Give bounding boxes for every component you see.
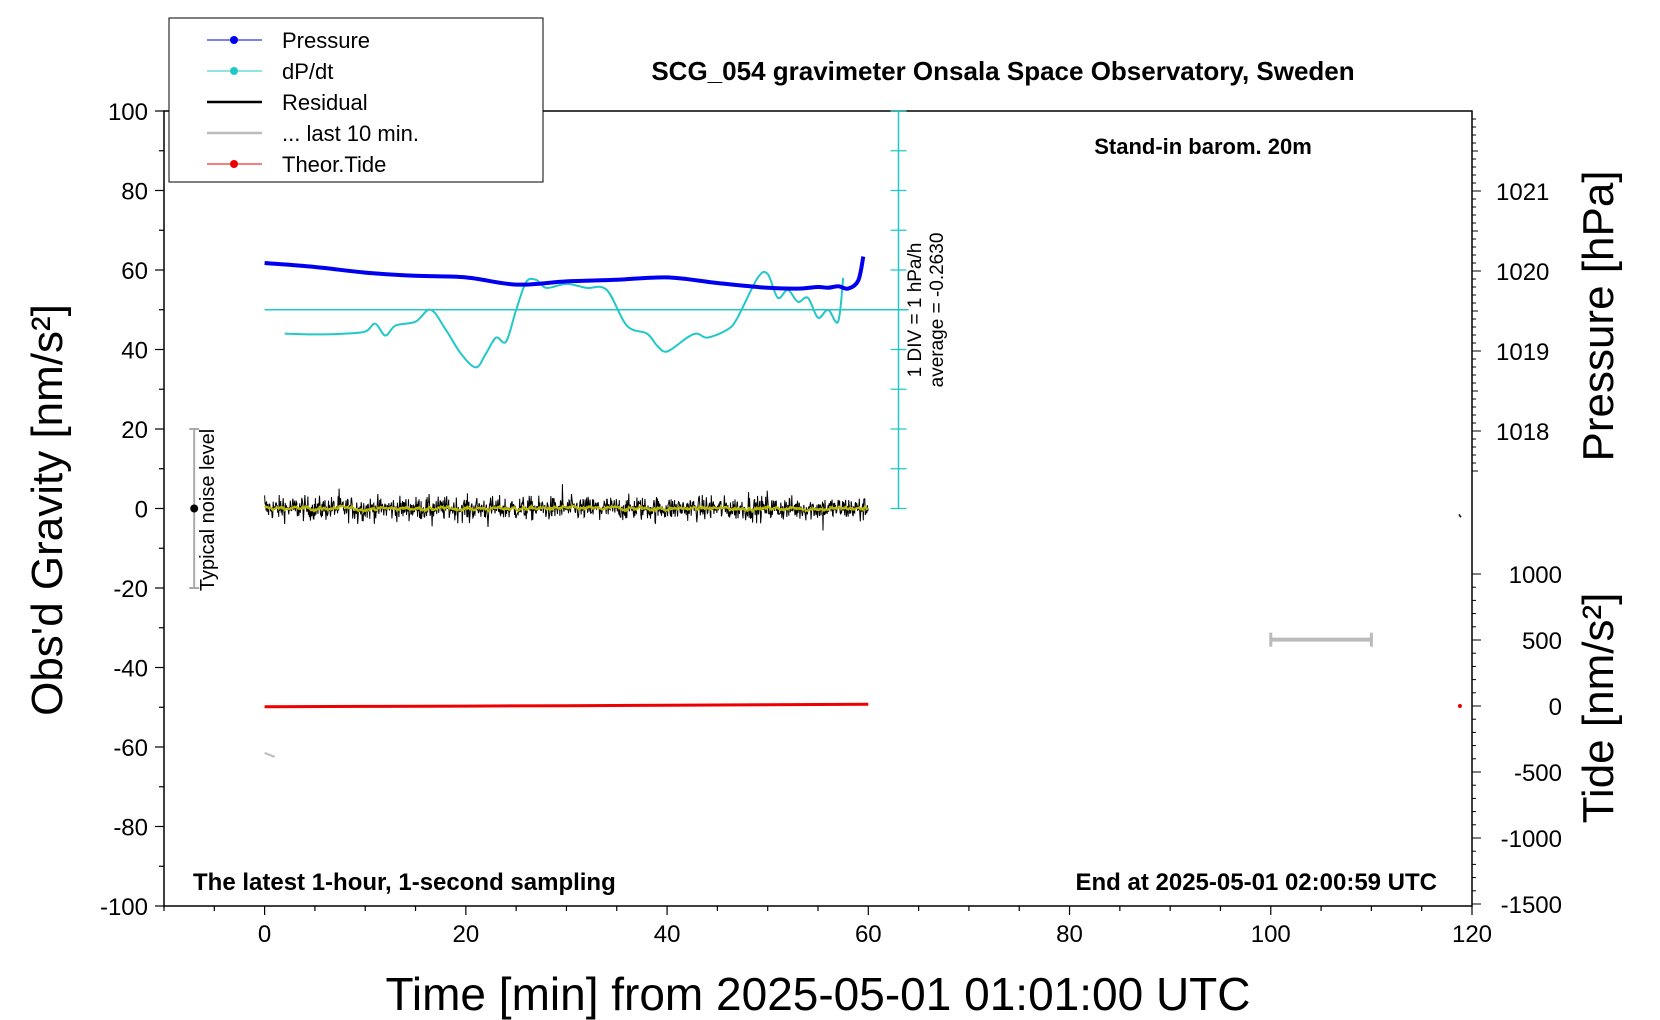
pressure-tick-label: 1021 — [1496, 179, 1549, 206]
series-tide — [264, 702, 869, 709]
dpdt-scale-bar — [264, 110, 909, 510]
tide-current-dot — [1457, 704, 1462, 708]
residual-smoothed-line — [264, 503, 869, 514]
y-tick-label: -20 — [113, 576, 148, 603]
end-time-note: End at 2025-05-01 02:00:59 UTC — [1076, 869, 1438, 896]
x-tick-label: 40 — [654, 921, 681, 948]
pressure-tick-label: 1020 — [1496, 259, 1549, 286]
y-tick-label: 0 — [135, 497, 148, 524]
latest-hour-note: The latest 1-hour, 1-second sampling — [193, 869, 616, 896]
tide-tick-label: -1000 — [1501, 826, 1562, 853]
tide-tick-label: -500 — [1514, 760, 1562, 787]
legend-label: ... last 10 min. — [282, 121, 419, 146]
dpdt-line — [284, 270, 845, 369]
legend-item: ... last 10 min. — [207, 121, 419, 146]
series-pressure — [264, 256, 866, 291]
x-axis: 0 20 40 60 80 100 120 — [163, 906, 1492, 948]
legend-label: dP/dt — [282, 59, 333, 84]
x-tick-label: 60 — [855, 921, 882, 948]
x-tick-label: 0 — [258, 921, 271, 948]
y-tick-label: -100 — [100, 894, 148, 921]
legend-marker — [230, 67, 238, 75]
residual-current-mark — [1458, 514, 1462, 518]
x-tick-label: 100 — [1251, 921, 1291, 948]
y-tick-label: 60 — [121, 258, 148, 285]
y-tick-label: -60 — [113, 735, 148, 762]
y-axis-label-gravity: Obs'd Gravity [nm/s²] — [23, 304, 72, 716]
gray-segment — [264, 752, 276, 758]
pressure-tick-label: 1018 — [1496, 419, 1549, 446]
noise-label: Typical noise level — [197, 429, 219, 591]
legend: Pressure dP/dt Residual ... last 10 min. The… — [168, 17, 544, 183]
y-tick-label: 80 — [121, 179, 148, 206]
right-margin-marks — [264, 514, 1462, 758]
x-axis-label: Time [min] from 2025-05-01 01:01:00 UTC — [386, 968, 1251, 1020]
tide-tick-label: -1500 — [1501, 892, 1562, 919]
y-axis-gravity: 100 80 60 40 20 0 -20 -40 -60 -80 -100 — [100, 99, 164, 921]
x-tick-label: 80 — [1056, 921, 1083, 948]
x-tick-label: 20 — [452, 921, 479, 948]
legend-item: Theor.Tide — [207, 152, 386, 177]
pressure-line — [264, 256, 866, 291]
noise-center-dot — [190, 504, 199, 513]
legend-marker — [230, 36, 238, 44]
typical-noise-level — [189, 428, 200, 589]
pressure-tick-label: 1019 — [1496, 339, 1549, 366]
legend-item: Residual — [207, 90, 368, 115]
y-axis-tide: 1000 500 0 -500 -1000 -1500 — [1472, 562, 1562, 919]
legend-label: Pressure — [282, 28, 370, 53]
y-tick-label: 20 — [121, 417, 148, 444]
chart-title: SCG_054 gravimeter Onsala Space Observat… — [651, 56, 1354, 86]
scale-annotation-1: 1 DIV = 1 hPa/h — [905, 243, 926, 378]
tide-tick-label: 500 — [1522, 628, 1562, 655]
scale-annotation-2: average = -0.2630 — [927, 233, 948, 388]
y-axis-label-tide: Tide [nm/s²] — [1574, 593, 1623, 824]
x-tick-label: 120 — [1452, 921, 1492, 948]
tide-line — [264, 702, 869, 709]
legend-item: Pressure — [207, 28, 370, 53]
y-tick-label: 40 — [121, 338, 148, 365]
y-tick-label: 100 — [108, 99, 148, 126]
tide-tick-label: 0 — [1549, 694, 1562, 721]
series-dpdt — [284, 270, 845, 369]
y-axis-label-pressure: Pressure [hPa] — [1574, 170, 1623, 461]
legend-item: dP/dt — [207, 59, 333, 84]
legend-marker — [230, 160, 238, 168]
legend-box — [168, 17, 544, 183]
y-tick-label: -40 — [113, 656, 148, 683]
tide-tick-label: 1000 — [1509, 562, 1562, 589]
series-residual — [264, 484, 869, 531]
legend-label: Theor.Tide — [282, 152, 386, 177]
y-axis-pressure: 1021 1020 1019 1018 — [1472, 118, 1549, 472]
y-tick-label: -80 — [113, 815, 148, 842]
stand-in-barometer-note: Stand-in barom. 20m — [1094, 134, 1312, 159]
legend-label: Residual — [282, 90, 368, 115]
